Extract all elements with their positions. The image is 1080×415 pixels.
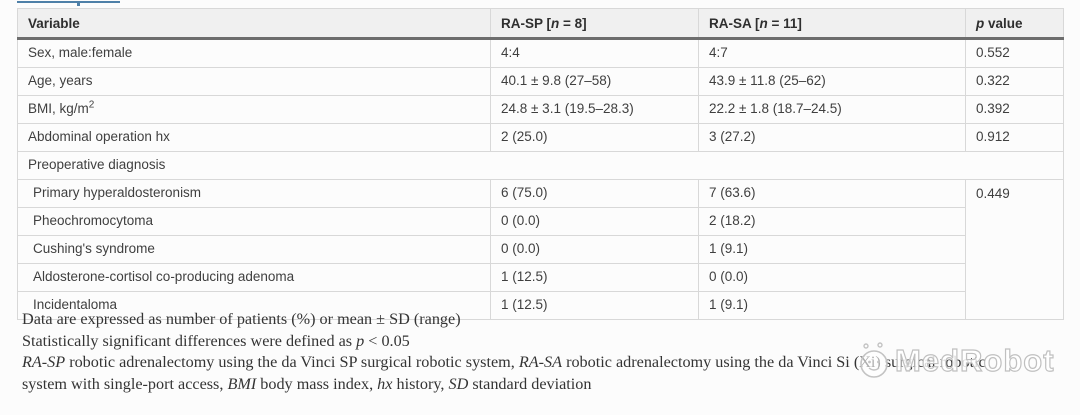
p-value: 0.449 <box>965 179 1064 320</box>
row-label: Cushing's syndrome <box>17 235 491 264</box>
rasp-value: 0 (0.0) <box>490 235 699 264</box>
table-row: Sex, male:female 4:4 4:7 0.552 <box>17 38 1064 68</box>
row-label: Aldosterone-cortisol co-producing adenom… <box>17 263 491 292</box>
row-label: Pheochromocytoma <box>17 207 491 236</box>
rasp-value: 40.1 ± 9.8 (27–58) <box>490 67 699 96</box>
p-value: 0.322 <box>965 67 1064 96</box>
col-header-rasa: RA-SA [n = 11] <box>698 8 966 40</box>
rasp-value: 2 (25.0) <box>490 123 699 152</box>
rasp-value: 4:4 <box>490 38 699 68</box>
rasp-value: 0 (0.0) <box>490 207 699 236</box>
table-row: Primary hyperaldosteronism 6 (75.0) 7 (6… <box>17 179 1064 320</box>
row-label: BMI, kg/m2 <box>17 95 491 124</box>
row-label: Primary hyperaldosteronism <box>17 179 491 208</box>
table-row: Aldosterone-cortisol co-producing adenom… <box>17 263 1064 292</box>
truncated-link-text-fragment <box>77 3 80 6</box>
rasa-value: 43.9 ± 11.8 (25–62) <box>698 67 966 96</box>
p-value: 0.552 <box>965 38 1064 68</box>
patient-characteristics-table: Variable RA-SP [n = 8] RA-SA [n = 11] p … <box>17 8 1064 320</box>
rasa-value: 1 (9.1) <box>698 291 966 320</box>
note-data-expression: Data are expressed as number of patients… <box>22 310 461 328</box>
rasa-value: 22.2 ± 1.8 (18.7–24.5) <box>698 95 966 124</box>
rasa-value: 7 (63.6) <box>698 179 966 208</box>
row-label: Age, years <box>17 67 491 96</box>
rasp-value: 24.8 ± 3.1 (19.5–28.3) <box>490 95 699 124</box>
row-label: Sex, male:female <box>17 38 491 68</box>
table-row: BMI, kg/m2 24.8 ± 3.1 (19.5–28.3) 22.2 ±… <box>17 95 1064 124</box>
row-label: Abdominal operation hx <box>17 123 491 152</box>
truncated-link[interactable] <box>17 0 120 6</box>
section-label: Preoperative diagnosis <box>17 151 1064 180</box>
table-footnotes: Data are expressed as number of patients… <box>22 309 1072 395</box>
table-row: Pheochromocytoma 0 (0.0) 2 (18.2) <box>17 207 1064 236</box>
note-significance: Statistically significant differences we… <box>22 331 410 350</box>
col-header-rasp: RA-SP [n = 8] <box>490 8 699 40</box>
rasa-value: 3 (27.2) <box>698 123 966 152</box>
table-row: Cushing's syndrome 0 (0.0) 1 (9.1) <box>17 235 1064 264</box>
rasa-value: 1 (9.1) <box>698 235 966 264</box>
table-row: Age, years 40.1 ± 9.8 (27–58) 43.9 ± 11.… <box>17 67 1064 96</box>
note-abbreviations-2: system with single-port access, BMI body… <box>22 374 592 393</box>
table-row: Abdominal operation hx 2 (25.0) 3 (27.2)… <box>17 123 1064 152</box>
p-value: 0.912 <box>965 123 1064 152</box>
col-header-pvalue: p value <box>965 8 1064 40</box>
rasp-value: 6 (75.0) <box>490 179 699 208</box>
truncated-link-underline <box>17 1 120 3</box>
rasa-value: 4:7 <box>698 38 966 68</box>
row-label: Incidentaloma <box>17 291 491 320</box>
superscript: 2 <box>88 99 95 111</box>
p-value: 0.392 <box>965 95 1064 124</box>
note-abbreviations-1: RA-SP robotic adrenalectomy using the da… <box>22 353 986 372</box>
col-header-variable: Variable <box>17 8 491 40</box>
rasa-value: 2 (18.2) <box>698 207 966 236</box>
table-section-row: Preoperative diagnosis <box>17 151 1064 180</box>
rasa-value: 0 (0.0) <box>698 263 966 292</box>
rasp-value: 1 (12.5) <box>490 263 699 292</box>
table-row: Incidentaloma 1 (12.5) 1 (9.1) <box>17 291 1064 320</box>
table-header-row: Variable RA-SP [n = 8] RA-SA [n = 11] p … <box>17 8 1064 40</box>
